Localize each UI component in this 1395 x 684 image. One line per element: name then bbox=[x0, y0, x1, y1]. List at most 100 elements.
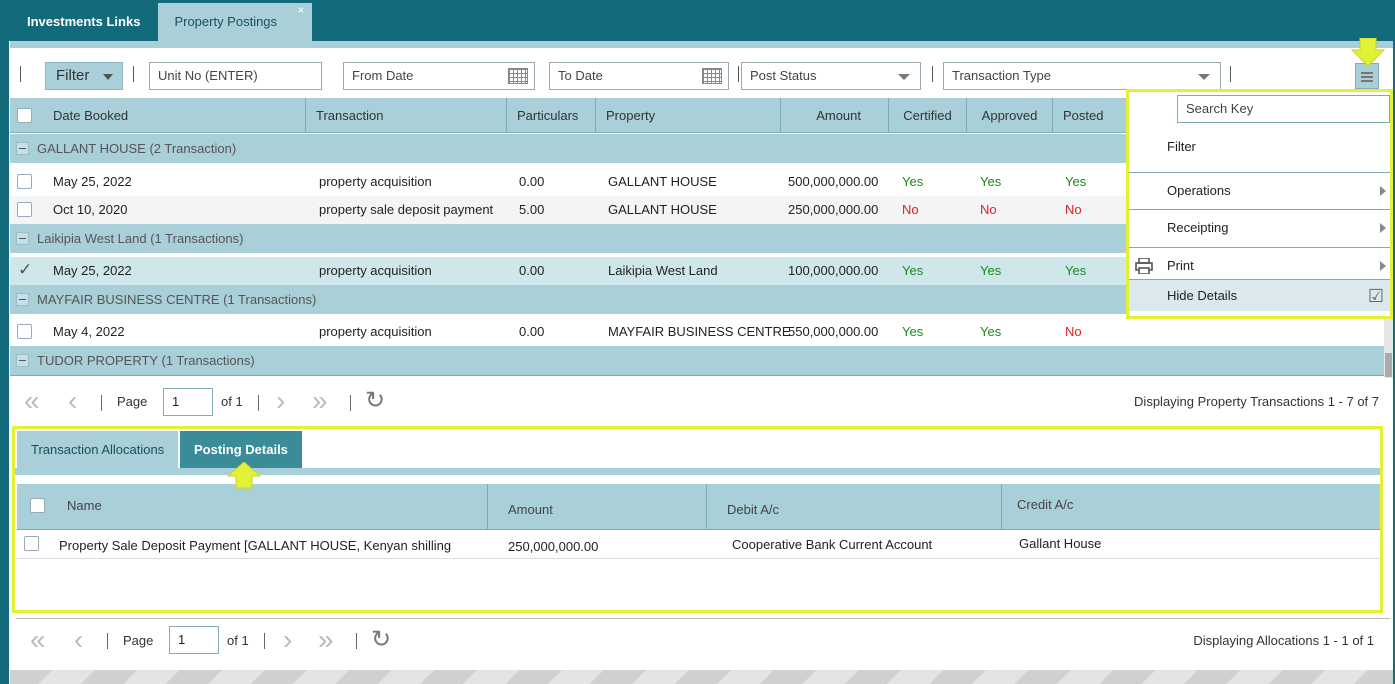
menu-button[interactable] bbox=[1355, 63, 1379, 89]
calendar-icon[interactable] bbox=[508, 68, 528, 84]
filter-button[interactable]: Filter bbox=[45, 62, 123, 90]
cell-posted: Yes bbox=[1065, 174, 1087, 189]
row-checkbox[interactable] bbox=[24, 536, 39, 551]
cell-transaction: property sale deposit payment bbox=[319, 202, 494, 217]
select-all-checkbox[interactable] bbox=[30, 498, 45, 513]
post-status-select[interactable]: Post Status bbox=[741, 62, 921, 90]
first-page-icon[interactable]: « bbox=[24, 385, 40, 416]
search-key-input[interactable]: Search Key bbox=[1177, 95, 1390, 123]
separator bbox=[350, 395, 351, 411]
page-label: Page bbox=[123, 633, 154, 648]
group-row[interactable]: TUDOR PROPERTY (1 Transactions) bbox=[10, 346, 1384, 376]
page-number-input[interactable]: 1 bbox=[169, 626, 219, 654]
horizontal-scrollbar[interactable] bbox=[10, 670, 1393, 684]
col-certified[interactable]: Certified bbox=[889, 98, 967, 133]
tab-property-postings[interactable]: Property Postings × bbox=[158, 3, 313, 41]
scrollbar-thumb[interactable] bbox=[1385, 353, 1392, 377]
row-checkbox[interactable] bbox=[17, 324, 32, 339]
tab-investments-links[interactable]: Investments Links bbox=[11, 3, 157, 41]
refresh-icon[interactable]: ↻ bbox=[371, 626, 392, 653]
unit-no-input[interactable]: Unit No (ENTER) bbox=[149, 62, 322, 90]
collapse-icon[interactable] bbox=[16, 232, 29, 245]
menu-item-hide-details[interactable]: Hide Details ☑ bbox=[1129, 279, 1390, 311]
menu-item-receipting[interactable]: Receipting bbox=[1129, 209, 1390, 245]
col-amount[interactable]: Amount bbox=[488, 484, 707, 530]
select-all-checkbox[interactable] bbox=[17, 108, 32, 123]
cell-certified: Yes bbox=[902, 263, 924, 278]
to-date-field[interactable]: To Date bbox=[549, 62, 729, 90]
collapse-icon[interactable] bbox=[16, 293, 29, 306]
col-credit[interactable]: Credit A/c bbox=[1017, 497, 1074, 512]
allocations-header: Name Amount Debit A/c Credit A/c bbox=[17, 484, 1380, 530]
cell-particulars: 0.00 bbox=[519, 174, 545, 189]
separator bbox=[932, 66, 933, 82]
from-date-field[interactable]: From Date bbox=[343, 62, 535, 90]
tab-posting-details[interactable]: Posting Details bbox=[180, 431, 302, 468]
menu-item-operations[interactable]: Operations bbox=[1129, 172, 1390, 208]
cell-property: MAYFAIR BUSINESS CENTRE bbox=[608, 324, 791, 339]
tab-transaction-allocations[interactable]: Transaction Allocations bbox=[17, 431, 179, 468]
chevron-down-icon bbox=[898, 74, 910, 80]
collapse-icon[interactable] bbox=[16, 142, 29, 155]
row-checkbox[interactable] bbox=[17, 202, 32, 217]
last-page-icon[interactable]: » bbox=[318, 624, 334, 655]
hamburger-icon bbox=[1361, 80, 1373, 82]
table-row[interactable]: May 4, 2022 property acquisition 0.00 MA… bbox=[10, 318, 1384, 346]
transaction-type-select[interactable]: Transaction Type bbox=[943, 62, 1221, 90]
menu-item-label: Hide Details bbox=[1167, 288, 1238, 303]
next-page-icon[interactable]: › bbox=[283, 624, 293, 655]
chevron-down-icon bbox=[103, 74, 113, 80]
col-date-booked[interactable]: Date Booked bbox=[40, 98, 306, 133]
from-date-placeholder: From Date bbox=[352, 68, 414, 83]
cell-posted: Yes bbox=[1065, 263, 1087, 278]
pager-top: « ‹ Page 1 of 1 › » ↻ Displaying Propert… bbox=[10, 380, 1384, 425]
cell-certified: No bbox=[902, 202, 919, 217]
chevron-right-icon bbox=[1380, 186, 1386, 196]
cell-particulars: 5.00 bbox=[519, 202, 545, 217]
checkmark-icon[interactable]: ✓ bbox=[18, 260, 33, 279]
last-page-icon[interactable]: » bbox=[312, 385, 328, 416]
col-name[interactable]: Name bbox=[47, 484, 488, 530]
cell-date: Oct 10, 2020 bbox=[53, 202, 128, 217]
col-transaction[interactable]: Transaction bbox=[306, 98, 507, 133]
tab-strip bbox=[10, 41, 1393, 48]
calendar-icon[interactable] bbox=[702, 68, 722, 84]
first-page-icon[interactable]: « bbox=[30, 624, 46, 655]
separator bbox=[264, 633, 265, 649]
page-number-input[interactable]: 1 bbox=[163, 388, 213, 416]
group-label: TUDOR PROPERTY (1 Transactions) bbox=[37, 353, 255, 368]
next-page-icon[interactable]: › bbox=[276, 385, 286, 416]
cell-amount: 500,000,000.00 bbox=[788, 174, 879, 189]
printer-icon bbox=[1135, 258, 1153, 274]
tab-label: Property Postings bbox=[174, 14, 278, 29]
separator bbox=[101, 395, 102, 411]
col-particulars[interactable]: Particulars bbox=[507, 98, 596, 133]
separator bbox=[20, 66, 21, 82]
cell-property: Laikipia West Land bbox=[608, 263, 718, 278]
col-posted[interactable]: Posted bbox=[1063, 108, 1104, 123]
separator bbox=[258, 395, 259, 411]
col-property[interactable]: Property bbox=[596, 98, 781, 133]
separator bbox=[738, 66, 739, 82]
menu-item-filter[interactable]: Filter bbox=[1129, 128, 1390, 166]
menu-item-print[interactable]: Print bbox=[1129, 247, 1390, 283]
cell-amount: 250,000,000.00 bbox=[508, 539, 599, 554]
col-approved[interactable]: Approved bbox=[967, 98, 1053, 133]
prev-page-icon[interactable]: ‹ bbox=[74, 624, 84, 655]
tab-bar: Investments Links Property Postings × bbox=[11, 3, 313, 41]
table-row[interactable]: Property Sale Deposit Payment [GALLANT H… bbox=[17, 531, 1380, 559]
cell-transaction: property acquisition bbox=[319, 324, 432, 339]
col-amount[interactable]: Amount bbox=[781, 98, 889, 133]
prev-page-icon[interactable]: ‹ bbox=[68, 385, 78, 416]
close-icon[interactable]: × bbox=[297, 3, 305, 17]
refresh-icon[interactable]: ↻ bbox=[365, 387, 386, 414]
col-debit[interactable]: Debit A/c bbox=[707, 484, 1002, 530]
hamburger-icon bbox=[1361, 72, 1373, 74]
arrow-up-icon bbox=[226, 462, 262, 489]
collapse-icon[interactable] bbox=[16, 354, 29, 367]
row-checkbox[interactable] bbox=[17, 174, 32, 189]
cell-credit: Gallant House bbox=[1019, 536, 1102, 551]
options-menu: Search Key Filter Operations Receipting … bbox=[1126, 89, 1393, 319]
to-date-placeholder: To Date bbox=[558, 68, 603, 83]
cell-debit: Cooperative Bank Current Account bbox=[732, 537, 933, 552]
